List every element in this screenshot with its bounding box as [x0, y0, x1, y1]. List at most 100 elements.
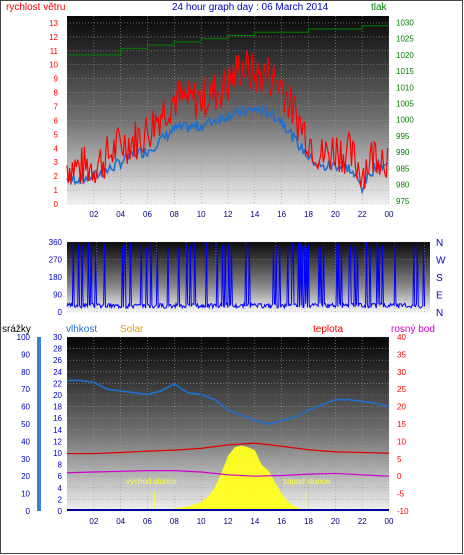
temperature-y-tick: 10 [397, 437, 406, 446]
wind-x-tick: 00 [385, 210, 394, 219]
temperature-y-tick: 35 [397, 350, 406, 359]
compass-label: E [436, 291, 443, 302]
humidity-y-tick: 28 [53, 345, 62, 354]
temperature-y-tick: 20 [397, 403, 406, 412]
direction-y-tick: 270 [49, 256, 63, 265]
humidity-line [67, 379, 390, 425]
chart-title: 24 hour graph day : 06 March 2014 [172, 2, 329, 13]
temperature-y-tick: -10 [397, 507, 409, 516]
pressure-y-tick: 1025 [396, 35, 414, 44]
climate-x-tick: 08 [170, 517, 179, 526]
humidity-y-tick: 30 [53, 333, 62, 342]
wind-y-tick: 10 [49, 61, 58, 70]
sunrise-annotation: východ slunce [126, 477, 177, 486]
pressure-y-tick: 1000 [396, 116, 414, 125]
pressure-y-tick: 990 [396, 148, 410, 157]
climate-axes: 02 04 06 08 10 12 14 16 18 20 22 000102030405060708… [17, 333, 409, 526]
rain-y-tick: 0 [26, 507, 31, 516]
humidity-y-tick: 26 [53, 356, 62, 365]
humidity-y-tick: 6 [58, 472, 63, 481]
wind-y-tick: 13 [49, 19, 58, 28]
wind-x-tick: 22 [358, 210, 367, 219]
wind-series [66, 25, 389, 195]
temperature-y-tick: -5 [397, 490, 405, 499]
rain-y-tick: 20 [21, 472, 30, 481]
climate-x-tick: 20 [331, 517, 340, 526]
humidity-y-tick: 0 [58, 507, 63, 516]
climate-x-tick: 02 [89, 517, 98, 526]
wind-y-tick: 5 [54, 130, 59, 139]
wind-axis-title: rychlost větru [6, 2, 65, 13]
temperature-y-tick: 15 [397, 420, 406, 429]
wind-axes: 02 04 06 08 10 12 14 16 18 20 22 000123456789101112… [49, 18, 414, 219]
wind-x-tick: 08 [170, 210, 179, 219]
direction-y-tick: 90 [53, 291, 62, 300]
wind-y-tick: 12 [49, 33, 58, 42]
climate-grid [67, 336, 390, 512]
climate-x-tick: 22 [358, 517, 367, 526]
temperature-y-tick: 5 [397, 455, 402, 464]
humidity-y-tick: 18 [53, 403, 62, 412]
rain-y-tick: 100 [17, 333, 31, 342]
temperature-y-tick: 30 [397, 368, 406, 377]
wind-x-tick: 04 [116, 210, 125, 219]
humidity-y-tick: 2 [58, 495, 63, 504]
wind-x-tick: 02 [89, 210, 98, 219]
humidity-y-tick: 20 [53, 391, 62, 400]
climate-x-tick: 00 [385, 517, 394, 526]
climate-x-tick: 04 [116, 517, 125, 526]
wind-y-tick: 1 [54, 186, 59, 195]
rain-y-tick: 60 [21, 403, 30, 412]
climate-series [66, 379, 390, 511]
temperature-y-tick: 25 [397, 385, 406, 394]
wind-y-tick: 4 [54, 144, 59, 153]
humidity-y-tick: 22 [53, 379, 62, 388]
wind-x-tick: 14 [250, 210, 259, 219]
rain-y-tick: 70 [21, 385, 30, 394]
humidity-y-tick: 24 [53, 368, 62, 377]
humidity-y-tick: 14 [53, 426, 62, 435]
pressure-y-tick: 1020 [396, 51, 414, 60]
direction-series [66, 242, 426, 310]
temperature-legend: teplota [313, 324, 343, 335]
rain-axis-bar [37, 337, 41, 511]
pressure-y-tick: 1010 [396, 83, 414, 92]
wind-x-tick: 06 [143, 210, 152, 219]
humidity-y-tick: 10 [53, 449, 62, 458]
wind-y-tick: 6 [54, 116, 59, 125]
humidity-legend: vlhkost [66, 324, 97, 335]
climate-x-tick: 10 [197, 517, 206, 526]
solar-legend: Solar [120, 324, 144, 335]
climate-x-tick: 12 [224, 517, 233, 526]
climate-x-tick: 06 [143, 517, 152, 526]
wind-y-tick: 2 [54, 172, 59, 181]
compass-label: N [436, 308, 443, 319]
pressure-y-tick: 1030 [396, 18, 414, 27]
temperature-y-tick: 0 [397, 472, 402, 481]
wind-y-tick: 0 [54, 200, 59, 209]
temperature-line [67, 442, 390, 455]
sunset-annotation: západ slunce [283, 477, 331, 486]
climate-x-tick: 14 [250, 517, 259, 526]
pressure-line [67, 25, 389, 56]
direction-y-tick: 360 [49, 238, 63, 247]
climate-x-tick: 16 [277, 517, 286, 526]
pressure-y-tick: 975 [396, 197, 410, 206]
humidity-y-tick: 16 [53, 414, 62, 423]
wind-x-tick: 20 [331, 210, 340, 219]
rain-y-tick: 80 [21, 368, 30, 377]
solar-area [154, 445, 309, 511]
pressure-y-tick: 1015 [396, 67, 414, 76]
rain-y-tick: 90 [21, 350, 30, 359]
pressure-y-tick: 980 [396, 181, 410, 190]
wind-y-tick: 9 [54, 75, 59, 84]
wind-y-tick: 3 [54, 158, 59, 167]
compass-label: S [436, 273, 443, 284]
compass-label: W [436, 256, 446, 267]
pressure-axis-title: tlak [371, 2, 388, 13]
rain-axis-title: srážky [2, 324, 31, 335]
wind-x-tick: 16 [277, 210, 286, 219]
humidity-y-tick: 4 [58, 484, 63, 493]
wind-x-tick: 18 [304, 210, 313, 219]
